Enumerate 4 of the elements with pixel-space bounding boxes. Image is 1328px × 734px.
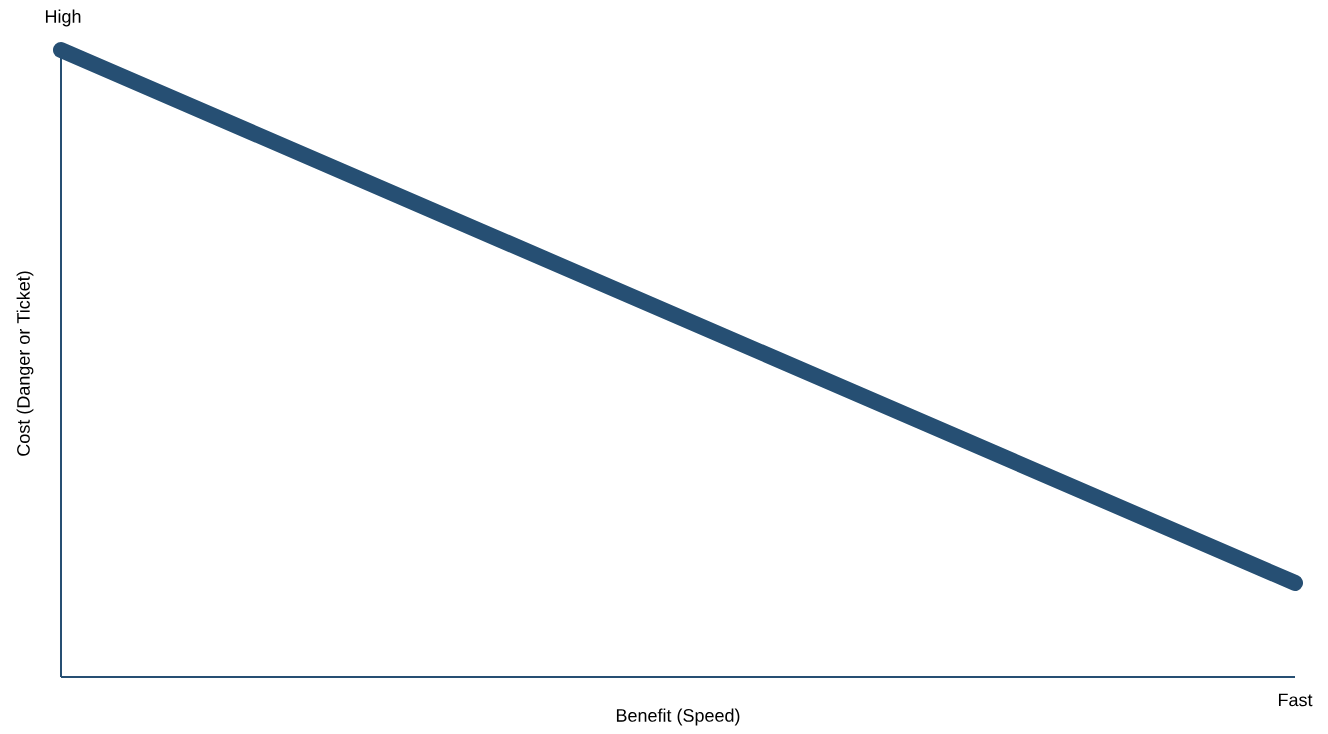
x-axis-title: Benefit (Speed) xyxy=(616,708,740,726)
text: Fast xyxy=(1278,693,1313,707)
y-axis-title: Cost (Danger or Ticket) xyxy=(16,271,34,456)
text: High xyxy=(45,9,81,27)
